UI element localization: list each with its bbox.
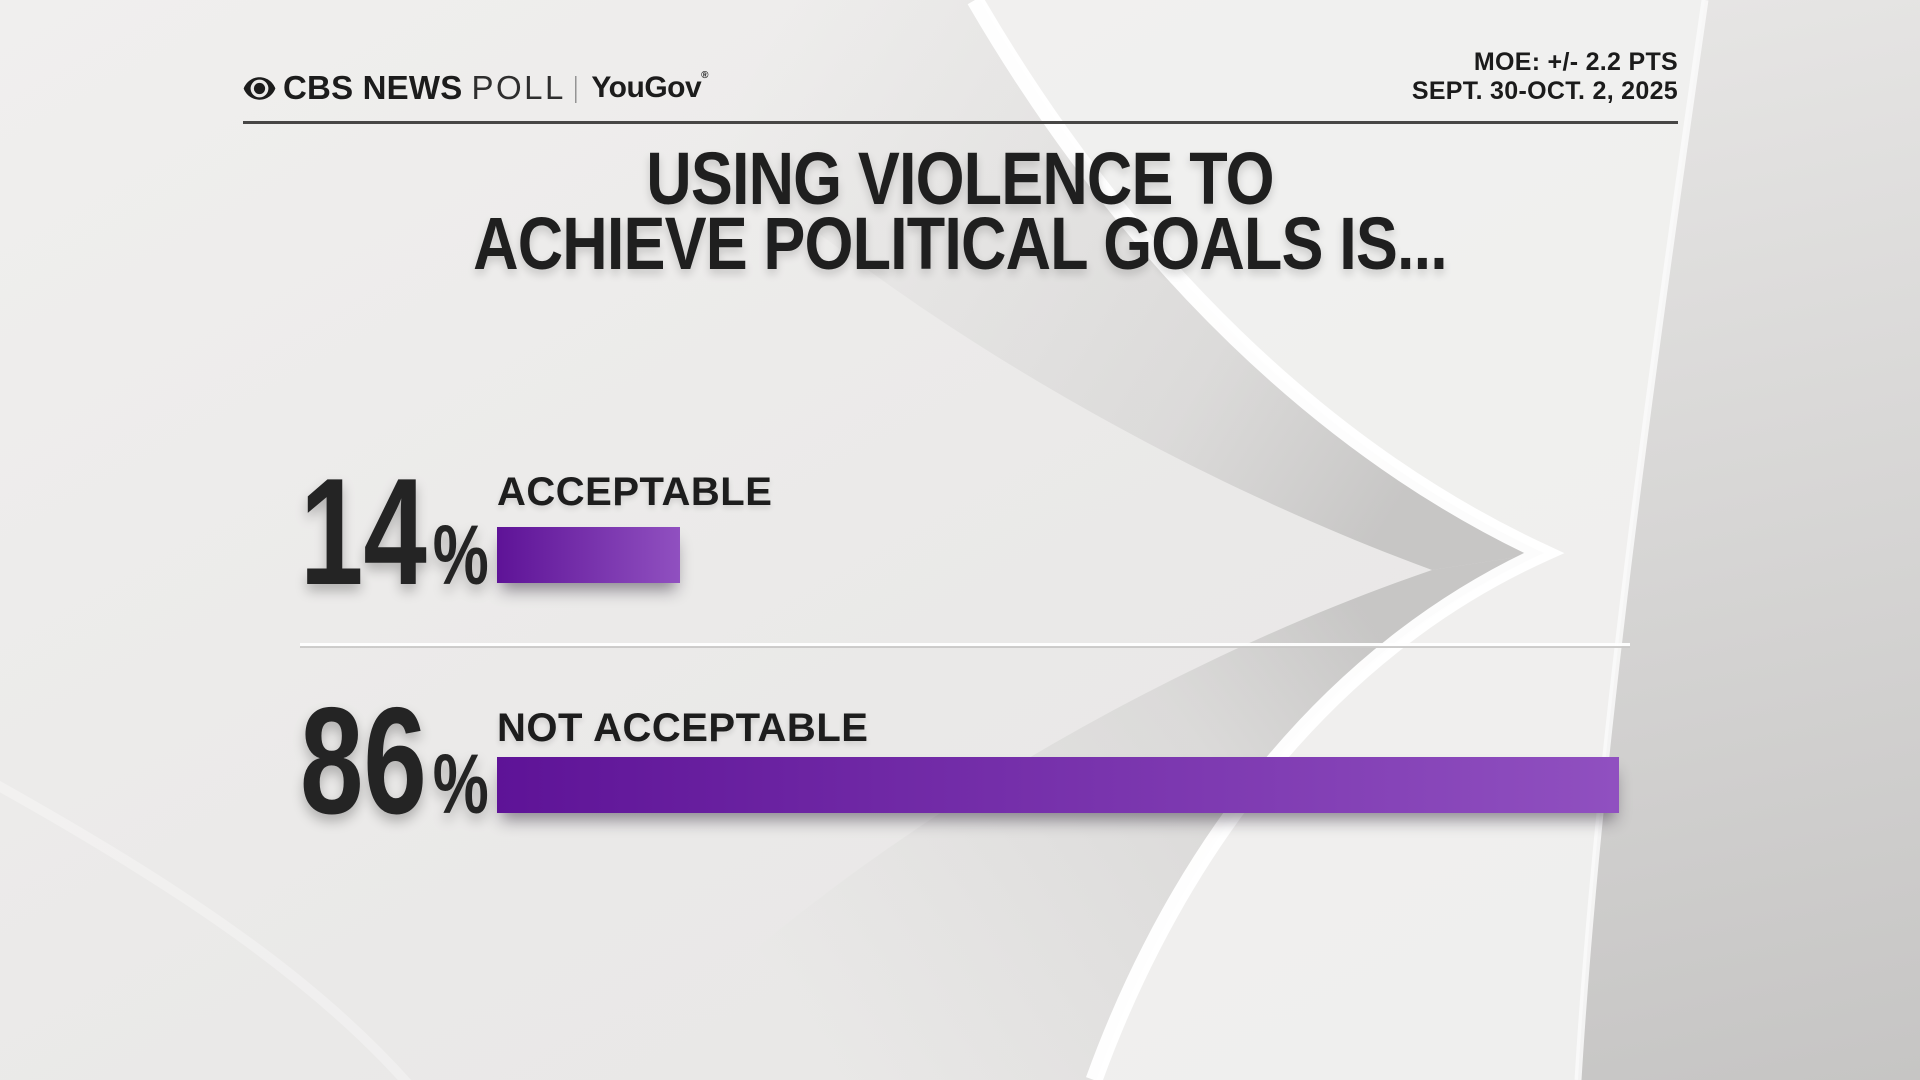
value-acceptable: 14 %: [300, 456, 489, 608]
value-not-acceptable: 86 %: [300, 685, 489, 837]
row-divider: [300, 643, 1630, 648]
cbs-eye-icon: [243, 76, 276, 100]
moe-text: MOE: +/- 2.2 PTS: [1473, 48, 1678, 76]
percent-sign: %: [432, 737, 489, 831]
bar-track-not-acceptable: [497, 757, 1619, 813]
value-number: 86: [300, 676, 427, 846]
header-divider: [243, 121, 1678, 124]
brand-lockup: CBS NEWS POLL | YouGov®: [243, 69, 709, 106]
brand-yougov: YouGov®: [591, 70, 709, 105]
chart-title-line1: USING VIOLENCE TO: [646, 137, 1274, 220]
registered-mark: ®: [701, 70, 709, 81]
chart-title-line2: ACHIEVE POLITICAL GOALS IS...: [473, 202, 1448, 285]
brand-cbs-news: CBS NEWS: [283, 69, 463, 106]
chart-title: USING VIOLENCE TO ACHIEVE POLITICAL GOAL…: [144, 142, 1776, 281]
poll-dates: SEPT. 30-OCT. 2, 2025: [1411, 77, 1678, 105]
brand-yougov-text: YouGov: [591, 71, 702, 104]
percent-sign: %: [432, 508, 489, 602]
label-acceptable: ACCEPTABLE: [497, 470, 773, 514]
bar-track-acceptable: [497, 527, 1619, 583]
brand-poll: POLL: [471, 69, 566, 106]
poll-meta: MOE: +/- 2.2 PTS SEPT. 30-OCT. 2, 2025: [1412, 48, 1678, 106]
bar-not-acceptable: [497, 757, 1619, 813]
label-not-acceptable: NOT ACCEPTABLE: [497, 706, 869, 750]
bar-acceptable: [497, 527, 680, 583]
brand-separator: |: [573, 71, 578, 104]
value-number: 14: [300, 447, 427, 617]
